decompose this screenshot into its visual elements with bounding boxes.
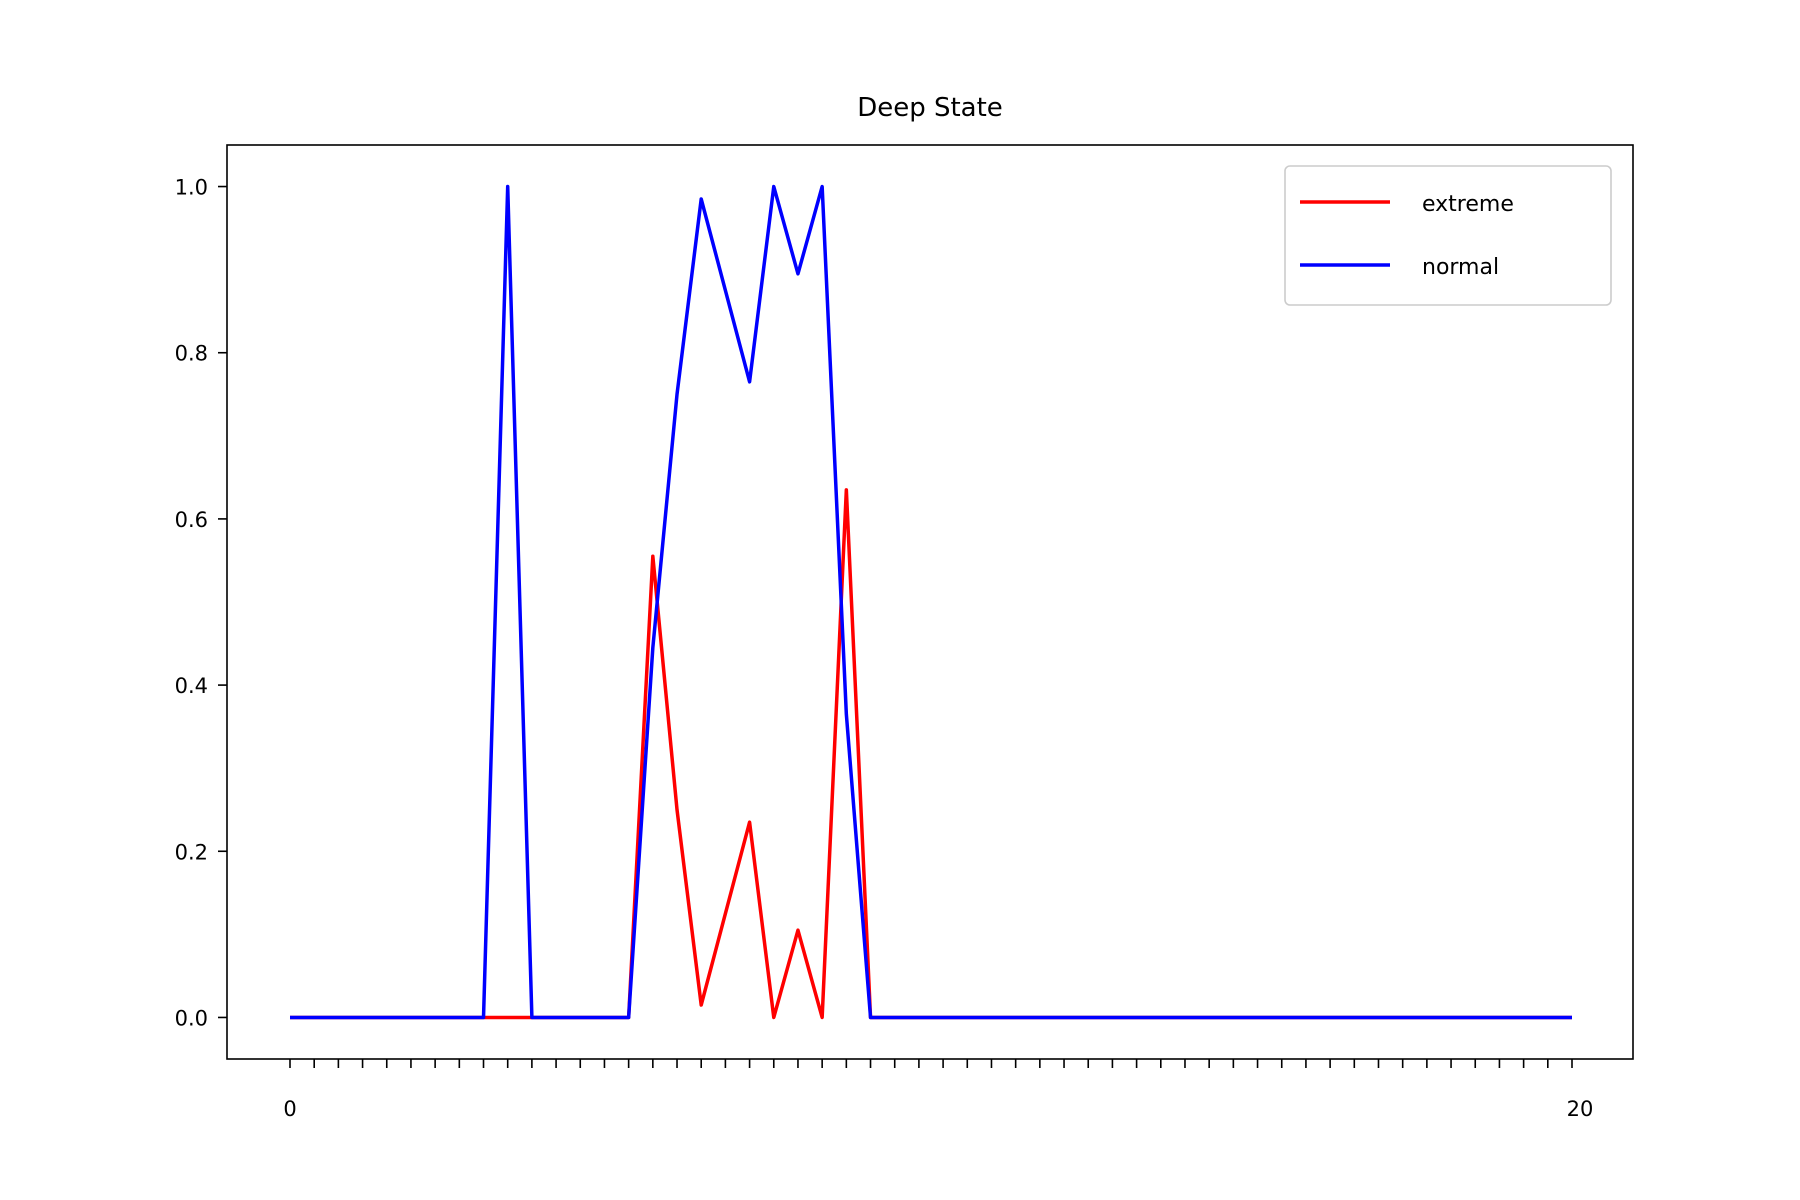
y-axis-ticks: 0.0 0.2 0.4 0.6 0.8 1.0 [175, 176, 227, 1030]
legend-label-extreme: extreme [1422, 192, 1514, 217]
legend: extreme normal [1284, 165, 1612, 306]
chart-title: Deep State [857, 93, 1003, 123]
series-line-normal [290, 184, 1572, 1020]
y-tick-label: 0.4 [175, 674, 208, 698]
plot-frame [226, 144, 1634, 1060]
x-tick-label-first: 0 [283, 1097, 296, 1121]
series-line-extreme [290, 488, 1572, 1020]
legend-box [1284, 165, 1612, 306]
x-axis-ticks: 0 20 [283, 1059, 1593, 1121]
y-tick-label: 0.0 [175, 1006, 208, 1030]
y-tick-label: 0.6 [175, 508, 208, 532]
y-tick-label: 0.8 [175, 342, 208, 366]
legend-label-normal: normal [1422, 255, 1499, 280]
y-tick-label: 1.0 [175, 176, 208, 200]
y-tick-label: 0.2 [175, 840, 208, 864]
plot-lines [290, 184, 1572, 1020]
x-tick-label-last: 20 [1567, 1097, 1594, 1121]
